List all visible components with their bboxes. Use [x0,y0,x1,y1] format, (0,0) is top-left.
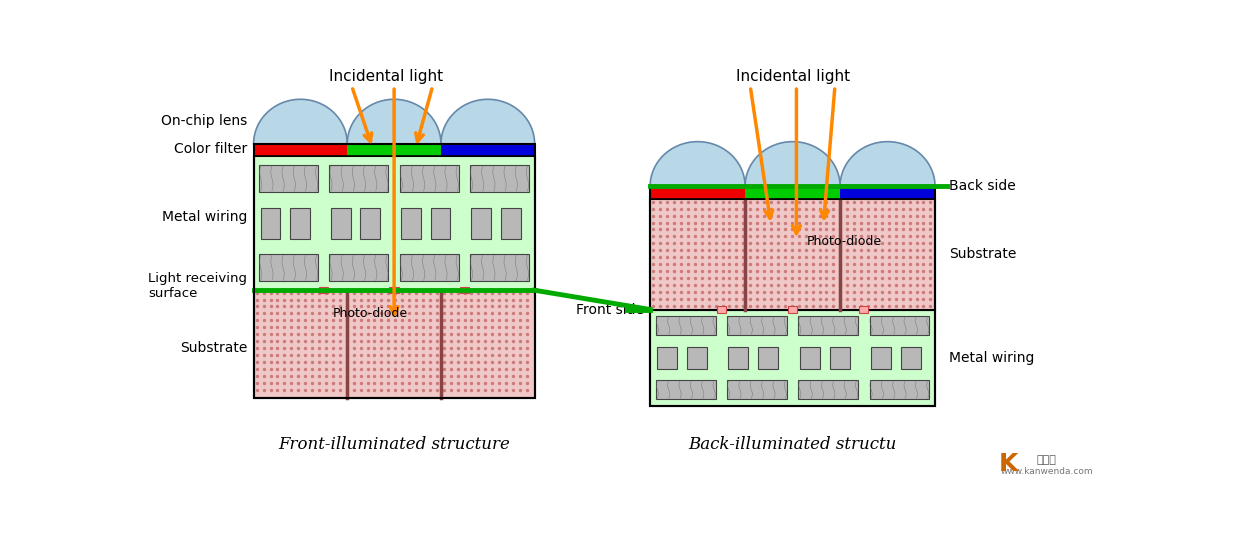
Bar [347,144,441,156]
Bar [431,208,450,239]
Polygon shape [745,142,840,186]
Text: Incidental light: Incidental light [329,69,443,84]
Text: Back-illuminated structu: Back-illuminated structu [689,436,897,453]
Bar [259,254,318,281]
Text: www.kanwenda.com: www.kanwenda.com [1001,466,1093,476]
Bar [253,144,534,398]
Polygon shape [650,142,745,186]
Bar [658,347,677,369]
Bar [717,306,726,312]
Bar [329,254,389,281]
Bar [829,347,849,369]
Bar [901,347,921,369]
Text: Color filter: Color filter [174,142,248,156]
Text: K: K [998,451,1018,475]
Bar [390,287,399,294]
Bar [759,347,779,369]
Bar [401,208,421,239]
Polygon shape [253,99,347,144]
Text: Front-illuminated structure: Front-illuminated structure [278,436,510,453]
Bar [650,199,935,310]
Bar [360,208,380,239]
Bar [859,306,869,312]
Bar [650,186,935,406]
Text: Photo-diode: Photo-diode [807,235,882,248]
Text: Substrate: Substrate [949,247,1017,262]
Polygon shape [840,142,935,186]
Text: Metal wiring: Metal wiring [162,210,248,224]
Bar [320,287,328,294]
Bar [798,380,858,399]
Polygon shape [441,99,534,144]
Bar [253,290,534,398]
Bar [798,316,858,335]
Bar [727,380,787,399]
Bar [870,380,929,399]
Text: 看问答: 看问答 [1037,455,1056,465]
Bar [331,208,350,239]
Text: Substrate: Substrate [180,341,248,355]
Bar [260,208,280,239]
Bar [400,165,459,192]
Bar [470,165,529,192]
Text: Front side: Front side [576,302,644,316]
Bar [253,144,347,156]
Bar [253,144,534,156]
Text: Metal wiring: Metal wiring [949,350,1034,364]
Bar [727,316,787,335]
Bar [650,310,935,406]
Bar [471,208,491,239]
Bar [655,380,716,399]
Bar [259,165,318,192]
Bar [745,186,840,199]
Bar [501,208,521,239]
Bar [329,165,389,192]
Bar [789,306,797,312]
Bar [400,254,459,281]
Text: Back side: Back side [949,179,1016,193]
Bar [460,287,469,294]
Bar [253,156,534,290]
Text: Light receiving
surface: Light receiving surface [148,272,248,300]
Text: Incidental light: Incidental light [735,69,850,84]
Bar [441,144,534,156]
Polygon shape [347,99,441,144]
Bar [687,347,707,369]
Text: On-chip lens: On-chip lens [162,114,248,128]
Bar [290,208,310,239]
Bar [840,186,935,199]
Bar [650,186,745,199]
Bar [870,316,929,335]
Bar [470,254,529,281]
Text: Photo-diode: Photo-diode [332,307,407,320]
Bar [655,316,716,335]
Bar [728,347,749,369]
Bar [650,186,935,199]
Bar [800,347,819,369]
Bar [871,347,891,369]
